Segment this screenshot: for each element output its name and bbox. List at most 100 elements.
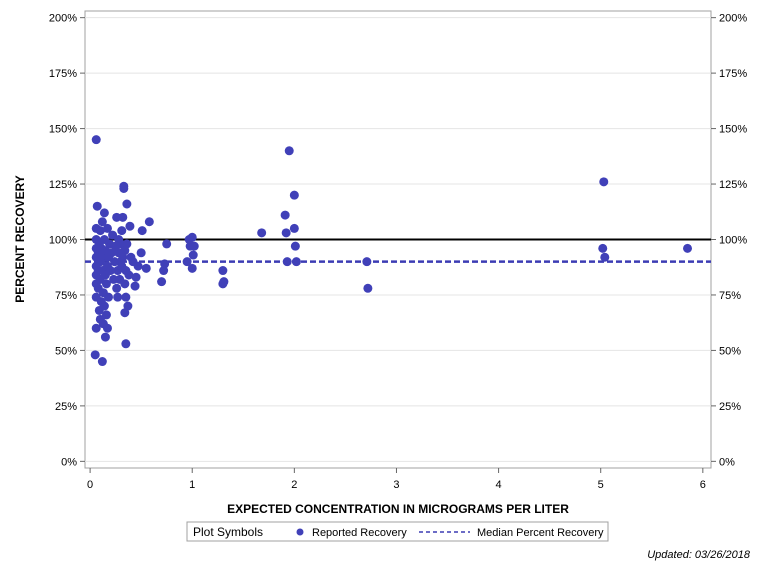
- x-tick-label-4: 4: [496, 479, 502, 491]
- data-point: [118, 212, 128, 222]
- data-point: [187, 232, 197, 242]
- data-point: [137, 226, 147, 236]
- x-axis-title: EXPECTED CONCENTRATION IN MICROGRAMS PER…: [227, 502, 569, 516]
- data-point: [218, 266, 228, 276]
- y-axis-ticks-left: 0% 25% 50% 75% 100% 125% 150% 175% 200%: [49, 13, 85, 468]
- data-point: [282, 257, 292, 267]
- y-axis-title: PERCENT RECOVERY: [13, 175, 27, 303]
- data-point: [124, 270, 134, 280]
- x-tick-label-5: 5: [598, 479, 604, 491]
- y-tick-label-right-0: 0%: [719, 456, 735, 468]
- y-tick-label-left-25: 25%: [55, 401, 77, 413]
- data-point: [97, 217, 107, 227]
- legend-label-reported-recovery: Reported Recovery: [312, 527, 407, 539]
- data-point: [121, 292, 131, 302]
- y-tick-label-right-25: 25%: [719, 401, 741, 413]
- data-point: [157, 277, 167, 287]
- x-tick-label-0: 0: [87, 479, 93, 491]
- y-tick-label-right-75: 75%: [719, 290, 741, 302]
- data-point: [133, 261, 143, 271]
- y-tick-label-left-0: 0%: [61, 456, 77, 468]
- y-tick-label-left-150: 150%: [49, 124, 77, 136]
- data-point: [102, 223, 112, 233]
- updated-timestamp: Updated: 03/26/2018: [647, 549, 750, 561]
- y-tick-label-left-100: 100%: [49, 235, 77, 247]
- y-tick-label-right-150: 150%: [719, 124, 747, 136]
- y-tick-label-left-125: 125%: [49, 179, 77, 191]
- data-point: [117, 226, 127, 236]
- data-point: [159, 266, 169, 276]
- y-tick-label-left-175: 175%: [49, 68, 77, 80]
- y-tick-label-right-200: 200%: [719, 13, 747, 25]
- data-point: [598, 243, 608, 253]
- data-point: [144, 217, 154, 227]
- data-points: [90, 135, 693, 367]
- data-point: [683, 243, 693, 253]
- data-point: [90, 350, 100, 360]
- data-point: [289, 190, 299, 200]
- data-point: [182, 257, 192, 267]
- x-tick-label-1: 1: [189, 479, 195, 491]
- data-point: [136, 248, 146, 258]
- data-point: [106, 266, 116, 276]
- y-tick-label-right-175: 175%: [719, 68, 747, 80]
- data-point: [162, 239, 172, 249]
- y-tick-label-right-50: 50%: [719, 345, 741, 357]
- data-point: [97, 357, 107, 367]
- data-point: [125, 221, 135, 231]
- data-point: [291, 257, 301, 267]
- data-point: [363, 283, 373, 293]
- data-point: [284, 146, 294, 156]
- data-point: [101, 310, 111, 320]
- y-tick-label-right-125: 125%: [719, 179, 747, 191]
- data-point: [113, 292, 123, 302]
- y-axis-ticks-right: 0% 25% 50% 75% 100% 125% 150% 175% 200%: [711, 13, 747, 468]
- x-tick-label-3: 3: [393, 479, 399, 491]
- data-point: [290, 241, 300, 251]
- data-point: [121, 339, 131, 349]
- x-tick-label-6: 6: [700, 479, 706, 491]
- data-point: [92, 201, 102, 211]
- y-tick-label-left-50: 50%: [55, 345, 77, 357]
- y-tick-label-left-200: 200%: [49, 13, 77, 25]
- data-point: [188, 250, 198, 260]
- y-tick-label-right-100: 100%: [719, 235, 747, 247]
- data-point: [119, 183, 129, 193]
- x-tick-label-2: 2: [291, 479, 297, 491]
- data-point: [101, 279, 111, 289]
- data-point: [187, 263, 197, 273]
- data-point: [219, 277, 229, 287]
- data-point: [112, 283, 122, 293]
- data-point: [362, 257, 372, 267]
- legend-box: [186, 521, 609, 542]
- data-point: [600, 252, 610, 262]
- y-tick-label-left-75: 75%: [55, 290, 77, 302]
- data-point: [107, 248, 117, 258]
- legend-symbol-reported-recovery: [296, 528, 304, 536]
- data-point: [281, 228, 291, 238]
- data-point: [189, 241, 199, 251]
- data-point: [160, 259, 170, 269]
- data-point: [131, 272, 141, 282]
- data-point: [289, 223, 299, 233]
- data-point: [599, 177, 609, 187]
- data-point: [99, 301, 109, 311]
- data-point: [280, 210, 290, 220]
- legend-title: Plot Symbols: [193, 525, 263, 539]
- data-point: [120, 279, 130, 289]
- data-point: [130, 281, 140, 291]
- x-axis-ticks: 0 1 2 3 4 5 6: [87, 468, 706, 491]
- data-point: [123, 301, 133, 311]
- data-point: [122, 199, 132, 209]
- data-point: [257, 228, 267, 238]
- data-point: [100, 332, 110, 342]
- data-point: [91, 323, 101, 333]
- legend: Plot Symbols Reported Recovery Median Pe…: [186, 521, 609, 542]
- legend-label-median: Median Percent Recovery: [477, 527, 604, 539]
- data-point: [91, 135, 101, 145]
- data-point: [122, 239, 132, 249]
- data-point: [102, 323, 112, 333]
- data-point: [141, 263, 151, 273]
- data-point: [99, 208, 109, 218]
